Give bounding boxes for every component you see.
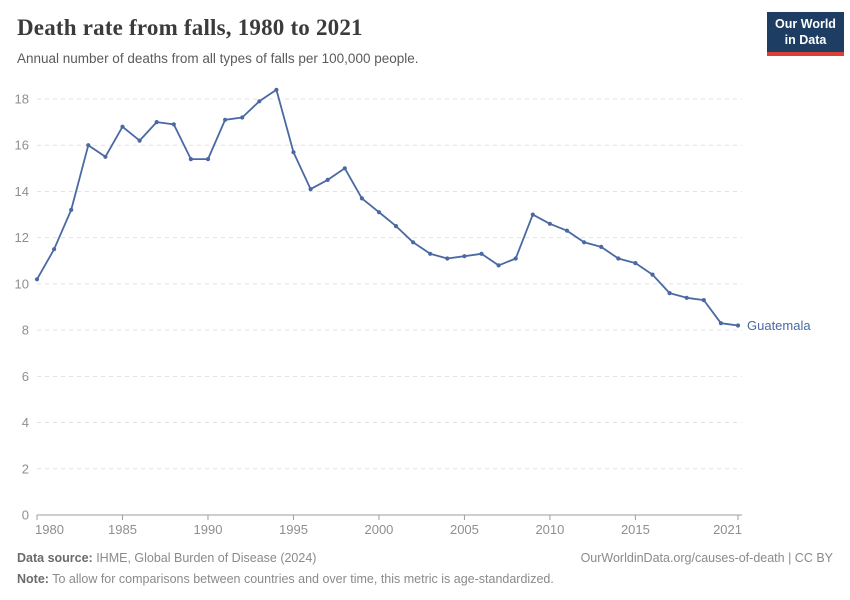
y-axis-tick-label-10: 10 [15, 276, 29, 291]
data-source-line: Data source: IHME, Global Burden of Dise… [17, 551, 316, 565]
data-point-guatemala-1994[interactable] [274, 87, 279, 92]
chart-footer: Data source: IHME, Global Burden of Dise… [17, 551, 833, 587]
data-point-guatemala-1988[interactable] [171, 122, 176, 127]
data-source-text: IHME, Global Burden of Disease (2024) [92, 550, 317, 565]
data-point-guatemala-2009[interactable] [530, 212, 535, 217]
x-axis-tick-label-2015: 2015 [621, 522, 650, 537]
data-point-guatemala-2020[interactable] [718, 321, 724, 326]
series-line-guatemala[interactable] [36, 88, 739, 327]
data-point-guatemala-1998[interactable] [342, 166, 347, 171]
data-point-guatemala-2018[interactable] [684, 295, 689, 300]
chart-header: Death rate from falls, 1980 to 2021 Annu… [17, 14, 747, 67]
y-axis-tick-label-6: 6 [22, 369, 29, 384]
x-axis-tick-label-2005: 2005 [450, 522, 479, 537]
data-source-label: Data source: [17, 550, 93, 565]
data-point-guatemala-2005[interactable] [462, 254, 467, 259]
data-point-guatemala-2019[interactable] [701, 298, 706, 303]
y-axis-tick-label-14: 14 [15, 184, 29, 199]
data-point-guatemala-2016[interactable] [650, 272, 655, 277]
data-point-guatemala-1983[interactable] [86, 143, 91, 148]
data-point-guatemala-1999[interactable] [359, 196, 364, 201]
x-axis-tick-label-2021: 2021 [713, 522, 742, 537]
note-line: Note: To allow for comparisons between c… [17, 571, 833, 587]
data-point-guatemala-2021[interactable] [735, 323, 741, 328]
owid-logo[interactable]: Our World in Data [767, 12, 844, 57]
data-point-guatemala-2013[interactable] [599, 244, 604, 249]
data-point-guatemala-1997[interactable] [325, 177, 330, 182]
data-point-guatemala-1982[interactable] [69, 207, 74, 212]
data-point-guatemala-1985[interactable] [120, 124, 125, 129]
data-point-guatemala-1995[interactable] [291, 150, 296, 155]
data-point-guatemala-2001[interactable] [393, 224, 399, 229]
x-axis-tick-label-1995: 1995 [279, 522, 308, 537]
series-label-guatemala[interactable]: Guatemala [747, 318, 811, 333]
data-point-guatemala-2017[interactable] [667, 291, 672, 296]
data-point-guatemala-2011[interactable] [564, 228, 570, 233]
y-axis-tick-label-8: 8 [22, 323, 29, 338]
note-text: To allow for comparisons between countri… [48, 571, 554, 586]
data-point-guatemala-1996[interactable] [308, 187, 313, 192]
data-point-guatemala-2010[interactable] [547, 221, 553, 226]
data-point-guatemala-2000[interactable] [376, 210, 382, 215]
data-point-guatemala-1992[interactable] [240, 115, 245, 120]
data-point-guatemala-1984[interactable] [103, 154, 108, 159]
y-axis-tick-label-18: 18 [15, 92, 29, 107]
data-point-guatemala-1989[interactable] [188, 157, 193, 162]
data-point-guatemala-2006[interactable] [479, 251, 484, 256]
data-point-guatemala-1981[interactable] [52, 247, 57, 252]
page-title: Death rate from falls, 1980 to 2021 [17, 15, 363, 40]
data-point-guatemala-2004[interactable] [445, 256, 450, 261]
data-point-guatemala-2003[interactable] [428, 251, 433, 256]
data-point-guatemala-1990[interactable] [205, 157, 211, 162]
chart-subtitle: Annual number of deaths from all types o… [17, 50, 419, 66]
y-axis-tick-label-16: 16 [15, 138, 29, 153]
data-point-guatemala-1980[interactable] [34, 277, 40, 282]
attribution-link[interactable]: OurWorldinData.org/causes-of-death | CC … [580, 550, 833, 565]
data-point-guatemala-2015[interactable] [633, 261, 638, 266]
data-point-guatemala-2014[interactable] [616, 256, 621, 261]
data-point-guatemala-2012[interactable] [582, 240, 587, 245]
data-point-guatemala-2002[interactable] [411, 240, 416, 245]
y-axis-tick-label-0: 0 [22, 508, 29, 523]
y-axis-tick-label-2: 2 [22, 461, 29, 476]
y-axis-tick-label-12: 12 [15, 230, 29, 245]
data-point-guatemala-1987[interactable] [154, 120, 159, 125]
x-axis-tick-label-1980: 1980 [35, 522, 64, 537]
owid-logo-text-line1: Our World [775, 17, 836, 31]
note-label: Note: [17, 571, 49, 586]
x-axis-tick-label-1985: 1985 [108, 522, 137, 537]
data-point-guatemala-1986[interactable] [137, 138, 142, 143]
y-axis-tick-label-4: 4 [22, 415, 29, 430]
owid-logo-text-line2: in Data [784, 32, 827, 47]
data-point-guatemala-2008[interactable] [513, 256, 518, 261]
data-point-guatemala-1993[interactable] [257, 99, 262, 104]
data-point-guatemala-1991[interactable] [223, 117, 228, 122]
x-axis-tick-label-2000: 2000 [364, 522, 393, 537]
x-axis-tick-label-1990: 1990 [194, 522, 223, 537]
data-point-guatemala-2007[interactable] [496, 263, 501, 268]
x-axis-tick-label-2010: 2010 [535, 522, 564, 537]
